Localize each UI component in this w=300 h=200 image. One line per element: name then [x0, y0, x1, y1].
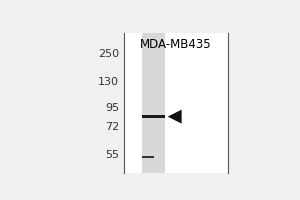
Text: 95: 95: [105, 103, 119, 113]
Text: 130: 130: [98, 77, 119, 87]
Bar: [142, 156, 154, 158]
Polygon shape: [168, 110, 182, 124]
Text: MDA-MB435: MDA-MB435: [140, 38, 212, 51]
Text: 72: 72: [105, 122, 119, 132]
Text: 55: 55: [105, 150, 119, 160]
Text: 250: 250: [98, 49, 119, 59]
Bar: [142, 115, 165, 118]
Bar: [124, 33, 228, 173]
Bar: [142, 33, 165, 173]
